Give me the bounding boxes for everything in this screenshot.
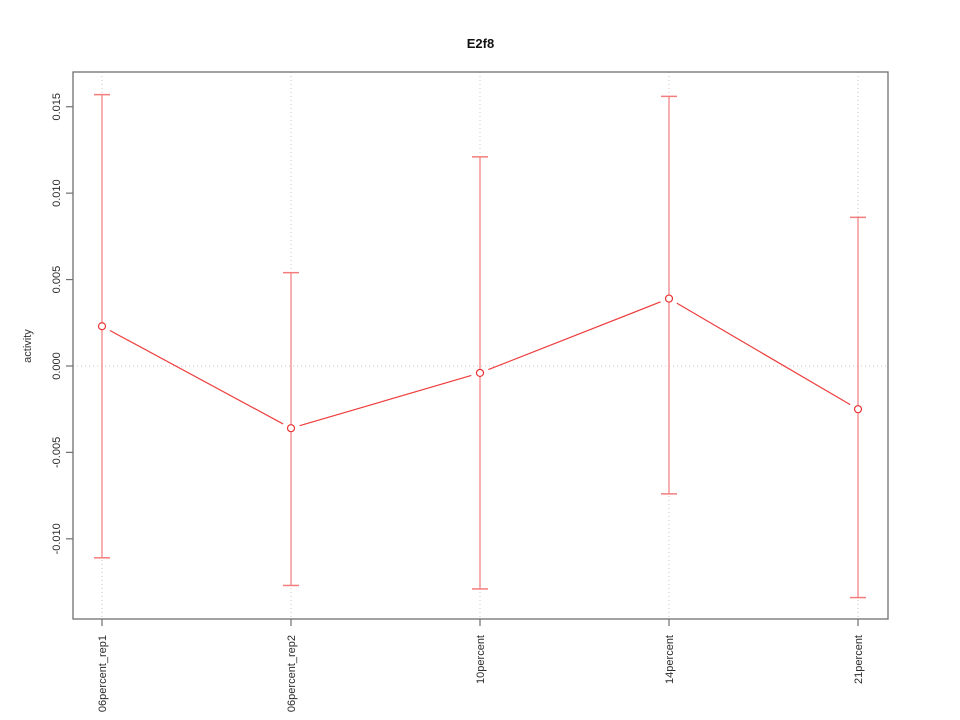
- series-line-segment: [109, 329, 284, 425]
- x-tick-label: 21percent: [853, 635, 865, 684]
- y-tick-label: 0.010: [51, 179, 63, 207]
- x-tick-label: 10percent: [475, 635, 487, 684]
- y-tick-label: -0.010: [51, 523, 63, 554]
- data-point-marker: [286, 424, 296, 433]
- y-tick-label: 0.000: [51, 352, 63, 380]
- x-tick-label: 06percent_rep2: [286, 635, 298, 712]
- y-tick-label: 0.005: [51, 266, 63, 294]
- data-point-marker: [853, 405, 863, 414]
- series-line-segment: [299, 374, 472, 427]
- series-line-segment: [488, 301, 661, 371]
- data-point-marker: [664, 294, 674, 303]
- data-point-marker: [475, 368, 485, 377]
- y-tick-label: -0.005: [51, 437, 63, 468]
- chart-title: E2f8: [466, 36, 495, 51]
- x-tick-label: 14percent: [664, 635, 676, 684]
- x-tick-label: 06percent_rep1: [97, 635, 109, 712]
- y-tick-label: 0.015: [51, 93, 63, 121]
- data-point-marker: [97, 322, 107, 331]
- series-line-segment: [676, 302, 851, 406]
